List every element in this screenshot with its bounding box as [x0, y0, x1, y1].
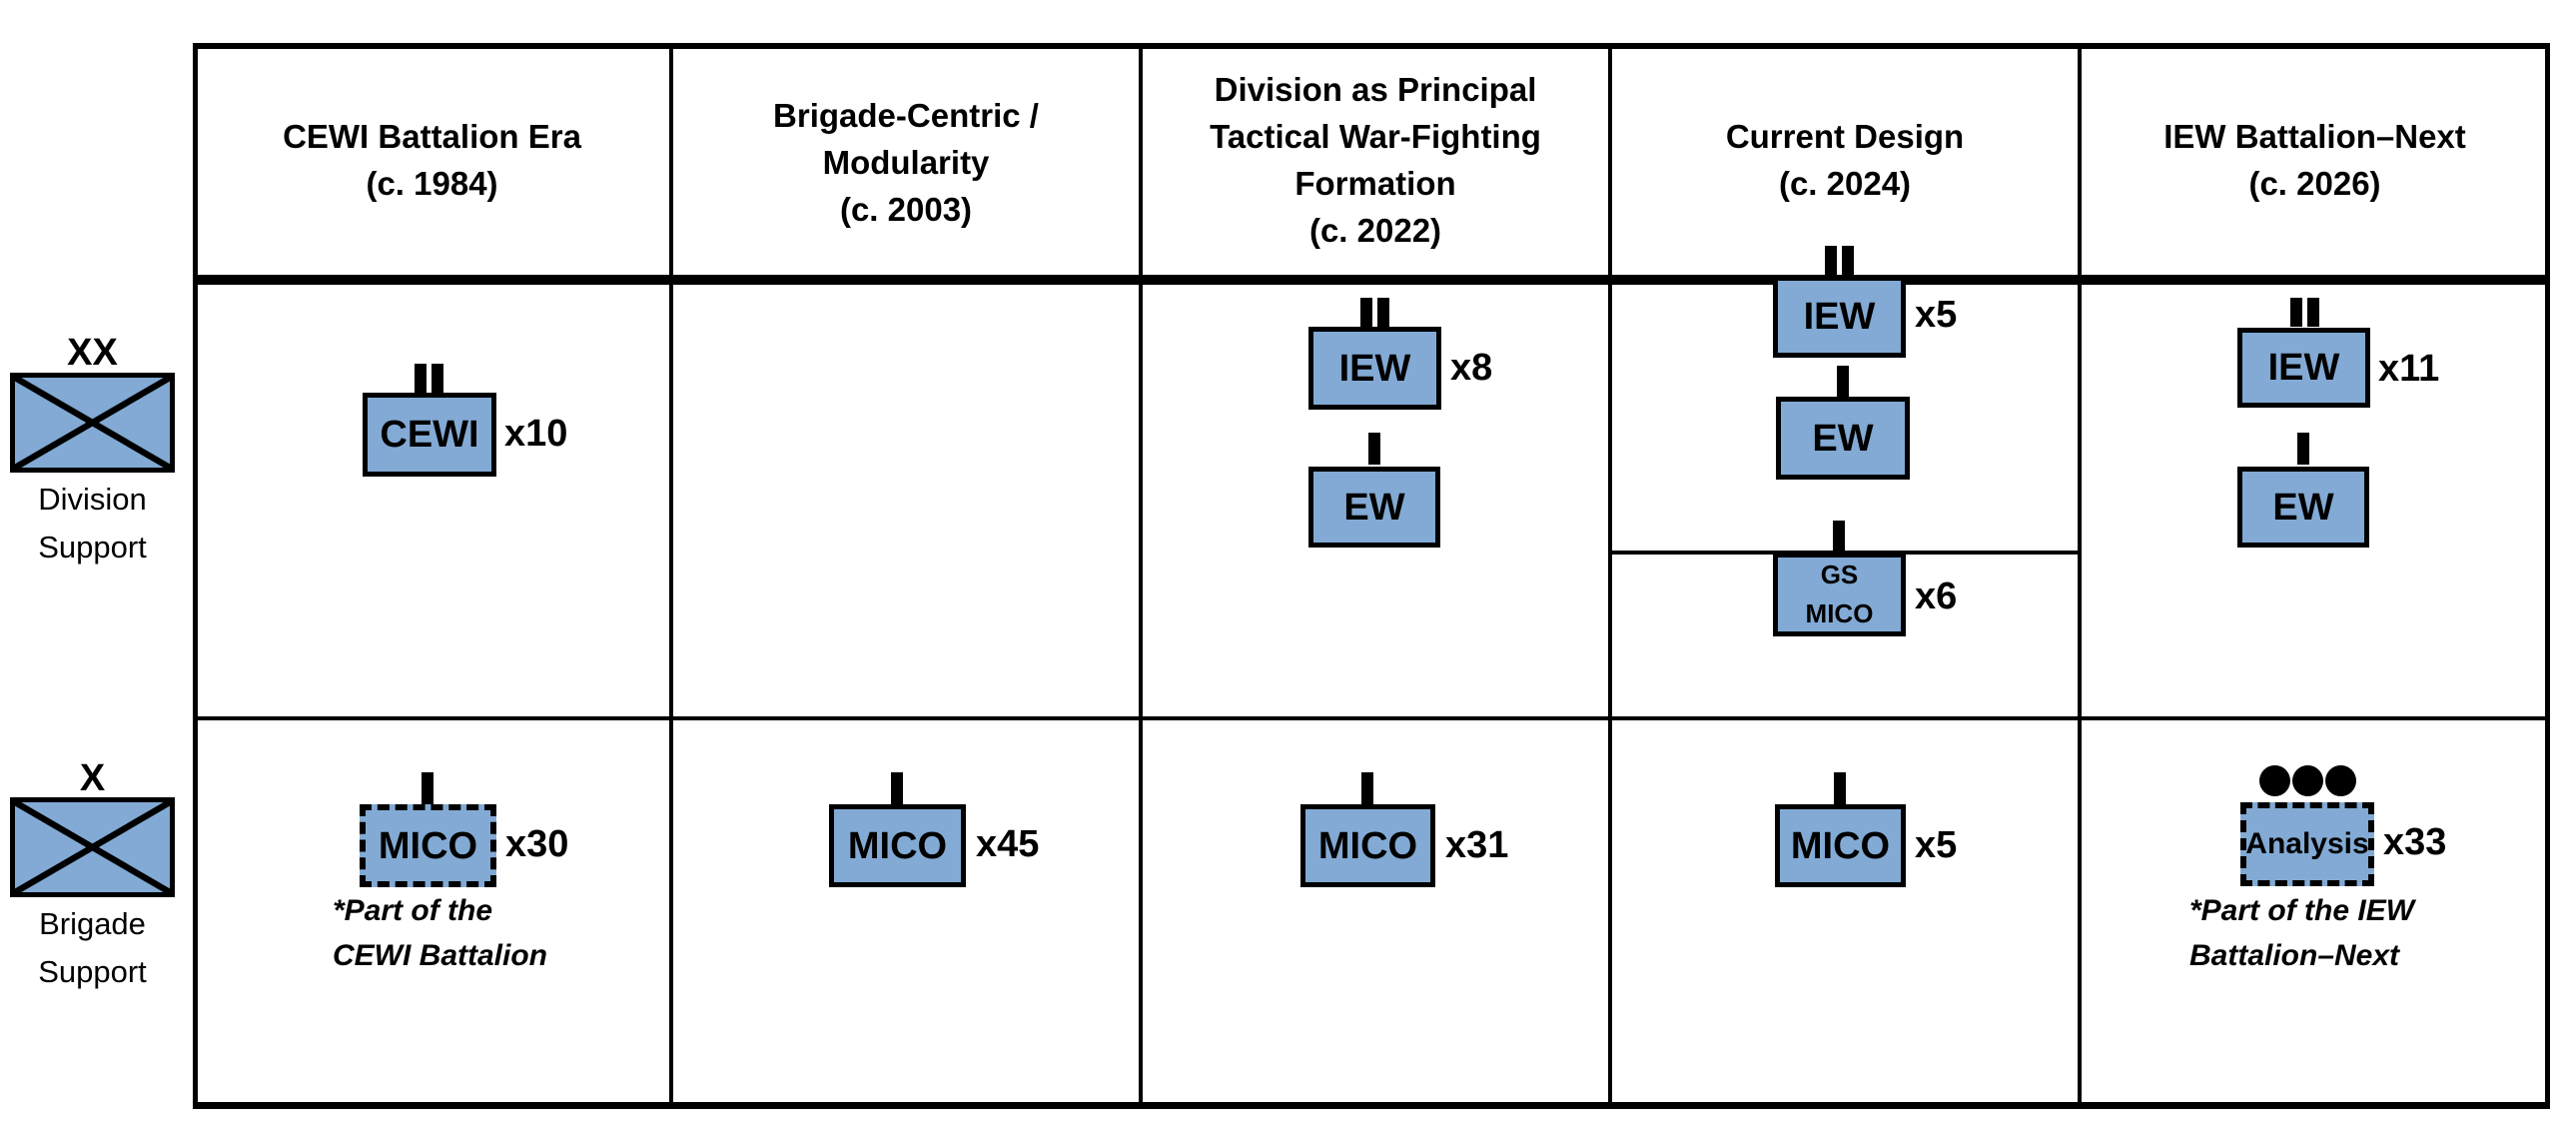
footnote-iew-battalion-next: *Part of the IEW Battalion–Next	[2189, 894, 2415, 972]
division-echelon-label: XX	[67, 332, 118, 374]
company-echelon-i-icon	[891, 772, 903, 804]
header-divider	[193, 275, 2550, 285]
battalion-echelon-ii-icon	[415, 364, 443, 393]
column-divider-2	[1139, 43, 1143, 1109]
company-echelon-i-icon	[1361, 772, 1373, 804]
row-divider	[193, 716, 2550, 720]
column-divider-3	[1608, 43, 1612, 1109]
era-header-current: Current Design (c. 2024)	[1725, 118, 1965, 202]
unit-box-mico-2003: MICO	[829, 804, 966, 887]
footnote-cewi-battalion: *Part of the CEWI Battalion	[333, 894, 547, 972]
unit-box-cewi: CEWI	[363, 393, 496, 477]
company-echelon-i-icon	[1833, 521, 1845, 553]
company-echelon-i-icon	[1834, 772, 1846, 804]
brigade-support-label: Brigade Support	[38, 906, 147, 989]
unit-box-mico-1984: MICO	[360, 804, 496, 887]
unit-label-gs-mico-2024: GS MICO	[1805, 560, 1874, 628]
division-support-label: Division Support	[38, 482, 147, 565]
unit-count-mico-2022: x31	[1445, 824, 1509, 866]
battalion-echelon-ii-icon	[1360, 298, 1389, 327]
battalion-echelon-ii-icon	[2290, 298, 2319, 327]
unit-count-mico-2003: x45	[976, 823, 1040, 865]
unit-label-ew-2024: EW	[1812, 417, 1874, 460]
division-symbol-icon	[10, 373, 175, 473]
column-divider-4	[2078, 43, 2082, 1109]
era-header-division: Division as Principal Tactical War-Fight…	[1210, 71, 1541, 249]
unit-label-iew-2026: IEW	[2267, 347, 2340, 389]
unit-box-ew-2026: EW	[2237, 467, 2369, 548]
column-divider-1	[669, 43, 673, 1109]
unit-label-analysis-2026: Analysis	[2245, 827, 2369, 860]
unit-count-analysis-2026: x33	[2383, 821, 2447, 863]
era-header-modularity: Brigade-Centric / Modularity (c. 2003)	[773, 97, 1039, 228]
unit-box-ew-2024: EW	[1776, 397, 1910, 480]
company-echelon-i-icon	[422, 772, 433, 804]
brigade-symbol-icon	[10, 797, 175, 897]
unit-box-ew-2022: EW	[1308, 467, 1440, 548]
unit-box-analysis-2026: Analysis	[2240, 802, 2374, 886]
unit-label-mico-2024: MICO	[1790, 824, 1891, 867]
unit-box-gs-mico-2024: GS MICO	[1773, 553, 1906, 636]
era-header-iew-next: IEW Battalion–Next (c. 2026)	[2163, 118, 2466, 202]
unit-count-mico-2024: x5	[1915, 824, 1958, 866]
unit-box-iew-2026: IEW	[2237, 328, 2370, 408]
unit-count-mico-1984: x30	[505, 823, 569, 865]
unit-box-mico-2022: MICO	[1300, 804, 1435, 887]
unit-box-iew-2022: IEW	[1308, 327, 1441, 410]
unit-count-cewi: x10	[504, 413, 568, 455]
unit-label-cewi: CEWI	[380, 414, 479, 456]
unit-count-gs-mico-2024: x6	[1915, 575, 1958, 617]
unit-label-iew-2022: IEW	[1338, 347, 1411, 390]
unit-label-mico-2003: MICO	[847, 824, 948, 867]
unit-label-ew-2022: EW	[1343, 486, 1405, 529]
battalion-echelon-ii-icon	[1825, 246, 1854, 275]
echelon-dots-icon	[2259, 765, 2356, 796]
unit-label-iew-2024: IEW	[1803, 296, 1876, 338]
unit-box-mico-2024: MICO	[1775, 804, 1906, 887]
era-header-cewi: CEWI Battalion Era (c. 1984)	[283, 118, 581, 202]
unit-label-mico-1984: MICO	[378, 824, 478, 867]
company-echelon-i-icon	[1837, 366, 1849, 398]
unit-count-iew-2026: x11	[2378, 348, 2440, 390]
unit-label-mico-2022: MICO	[1317, 824, 1418, 867]
company-echelon-i-icon	[2297, 433, 2309, 465]
unit-label-ew-2026: EW	[2272, 486, 2334, 529]
unit-box-iew-2024: IEW	[1773, 276, 1906, 358]
company-echelon-i-icon	[1368, 433, 1380, 465]
table-outer-border	[193, 43, 2550, 1109]
unit-count-iew-2024: x5	[1915, 294, 1958, 336]
brigade-echelon-label: X	[79, 757, 106, 799]
unit-count-iew-2022: x8	[1450, 347, 1493, 389]
